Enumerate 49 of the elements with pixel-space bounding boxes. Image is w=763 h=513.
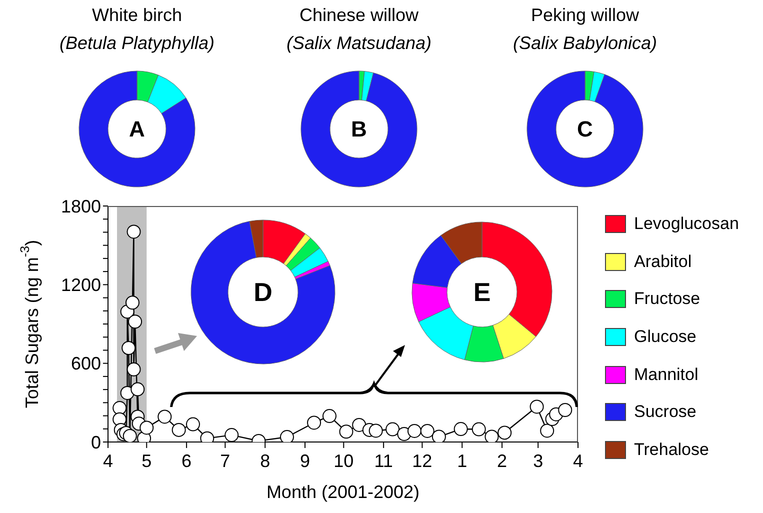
chart-subtitle: (Salix Matsudana) xyxy=(285,32,433,55)
donut-slice xyxy=(190,221,336,364)
legend-label: Trehalose xyxy=(634,440,709,460)
x-tick-label: 8 xyxy=(260,450,270,471)
x-tick-label: 9 xyxy=(300,450,310,471)
x-tick-label: 11 xyxy=(374,450,393,471)
legend-label: Glucose xyxy=(634,326,696,347)
point xyxy=(130,382,145,396)
y-tick-label: 1800 xyxy=(60,196,101,216)
x-tick-label: 3 xyxy=(533,450,544,471)
donut-slice xyxy=(78,70,196,188)
x-tick-label: 4 xyxy=(572,450,584,471)
chart-subtitle: (Salix Babylonica) xyxy=(512,32,658,55)
y-tick-label: 600 xyxy=(70,354,101,374)
donut-slice xyxy=(300,70,418,188)
point xyxy=(126,362,141,376)
x-tick-label: 4 xyxy=(102,450,114,471)
text: B xyxy=(351,116,367,142)
point xyxy=(140,420,154,435)
annotation: D xyxy=(254,277,272,307)
point xyxy=(122,340,136,355)
x-tick-label: 6 xyxy=(182,450,192,471)
point xyxy=(125,296,140,310)
x-tick-label: 7 xyxy=(220,450,230,471)
x-tick-label: 1 xyxy=(457,450,468,471)
point xyxy=(126,224,141,239)
x-tick-label: 5 xyxy=(142,450,152,471)
text: A xyxy=(129,116,146,142)
chart-title: Peking willow xyxy=(530,4,640,27)
text: C xyxy=(577,116,594,142)
y-tick-label: 1200 xyxy=(60,275,101,296)
legend-label: Levoglucosan xyxy=(634,214,739,234)
point xyxy=(112,401,127,416)
donut-slice xyxy=(526,70,644,188)
chart-title: Chinese willow xyxy=(298,4,420,27)
chart-subtitle: (Betula Platyphylla) xyxy=(58,32,216,55)
chart-title: White birch xyxy=(90,4,184,27)
y-tick-label: 0 xyxy=(90,432,101,452)
x-tick-label: 2 xyxy=(497,450,508,471)
x-tick-label: 12 xyxy=(412,450,432,471)
point xyxy=(122,428,137,442)
annotation: E xyxy=(473,277,491,307)
point xyxy=(128,314,142,329)
x-axis-title: Month (2001-2002) xyxy=(266,482,420,502)
legend-label: Mannitol xyxy=(634,364,698,385)
legend-label: Fructose xyxy=(634,289,700,310)
legend-label: Sucrose xyxy=(634,402,696,422)
legend-label: Arabitol xyxy=(634,252,692,272)
x-tick-label: 10 xyxy=(334,450,354,471)
